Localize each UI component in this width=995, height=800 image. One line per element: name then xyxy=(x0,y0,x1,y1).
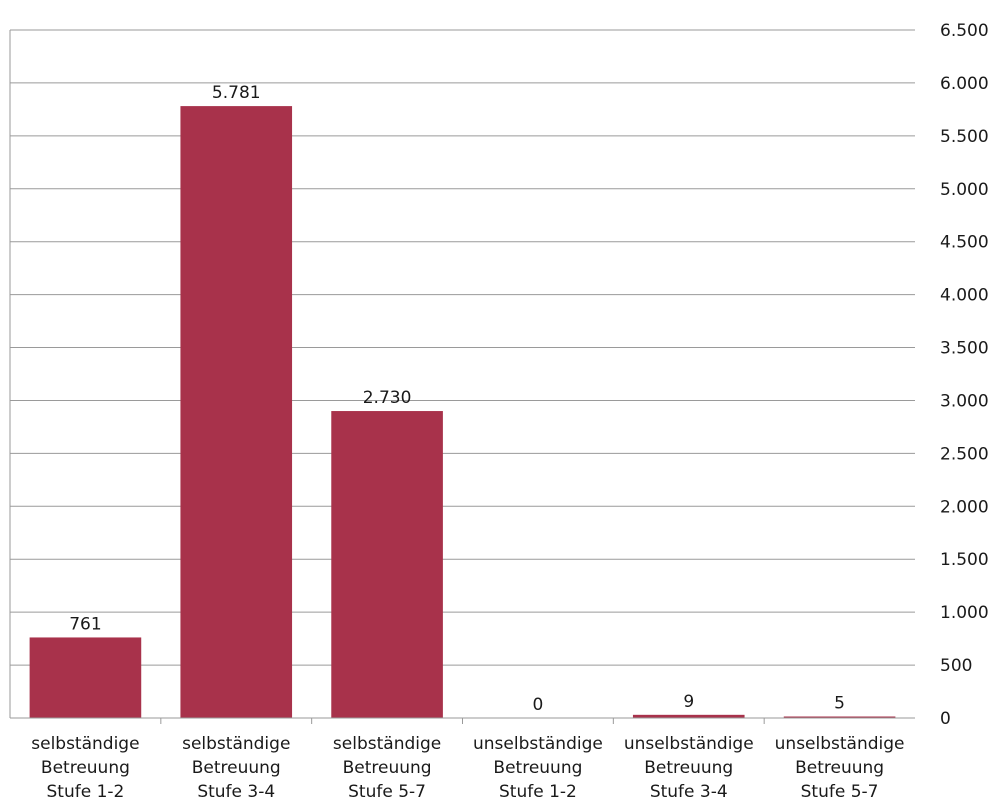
category-label: unselbständige Betreuung Stufe 5-7 xyxy=(775,734,905,800)
x-axis xyxy=(10,717,915,724)
bar xyxy=(331,411,443,718)
y-tick-label: 6.000 xyxy=(940,74,989,94)
category-label: selbständige Betreuung Stufe 5-7 xyxy=(333,734,441,800)
bar xyxy=(783,716,896,718)
category-label: selbständige Betreuung Stufe 3-4 xyxy=(182,734,290,800)
bars xyxy=(29,106,896,718)
y-tick-label: 0 xyxy=(940,709,951,729)
gridlines xyxy=(9,29,915,718)
category-label: unselbständige Betreuung Stufe 1-2 xyxy=(473,734,603,800)
data-label: 0 xyxy=(533,695,544,715)
y-tick-label: 2.500 xyxy=(940,444,989,464)
y-tick-label: 5.000 xyxy=(940,180,989,200)
bar xyxy=(29,637,142,718)
y-tick-label: 5.500 xyxy=(940,127,989,147)
y-tick-label: 500 xyxy=(940,656,972,676)
data-label: 5 xyxy=(834,694,845,714)
y-tick-label: 3.000 xyxy=(940,391,989,411)
category-labels: selbständige Betreuung Stufe 1-2 selbständi… xyxy=(31,734,904,800)
y-tick-label: 4.000 xyxy=(940,286,989,306)
y-tick-label: 4.500 xyxy=(940,233,989,253)
y-tick-label: 1.500 xyxy=(940,550,989,570)
y-tick-label: 3.500 xyxy=(940,339,989,359)
category-label: selbständige Betreuung Stufe 1-2 xyxy=(31,734,139,800)
data-label: 2.730 xyxy=(363,388,412,408)
bar xyxy=(632,714,745,718)
data-label: 761 xyxy=(69,614,101,634)
category-label: unselbständige Betreuung Stufe 3-4 xyxy=(624,734,754,800)
data-label: 9 xyxy=(683,692,694,712)
data-label: 5.781 xyxy=(212,83,261,103)
bar xyxy=(180,106,293,718)
y-tick-label: 2.000 xyxy=(940,497,989,517)
y-tick-label: 1.000 xyxy=(940,603,989,623)
y-tick-label: 6.500 xyxy=(940,21,989,41)
data-labels: 761 5.781 2.730 0 9 5 xyxy=(69,83,845,715)
y-tick-labels: 0 500 1.000 1.500 2.000 2.500 3.000 3.500 4.000 4… xyxy=(940,21,989,729)
